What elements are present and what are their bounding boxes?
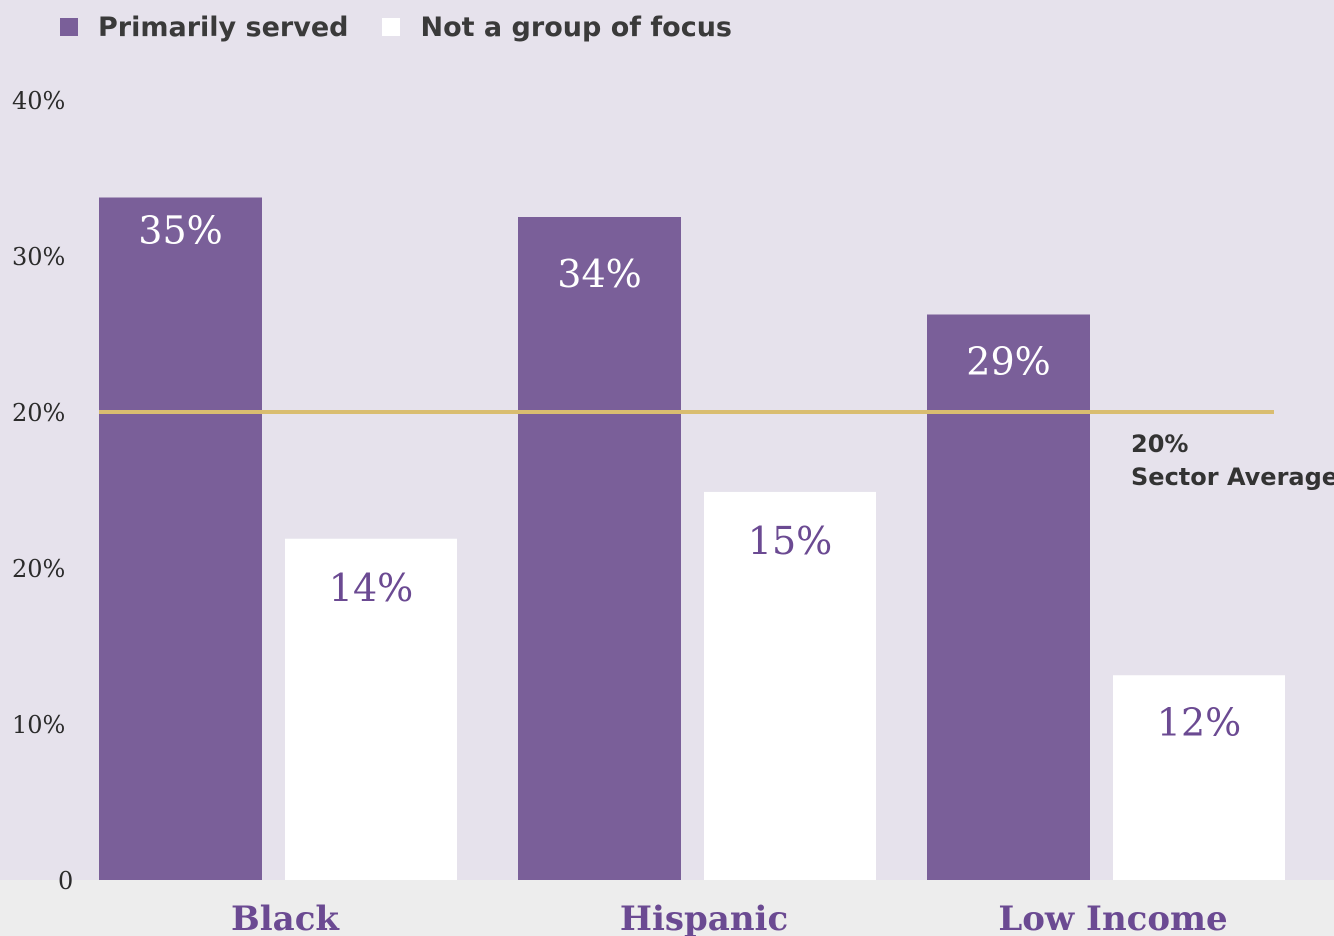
y-tick-label: 0 — [58, 867, 73, 895]
x-axis-band — [0, 880, 1334, 936]
bar-secondary-black — [285, 538, 457, 880]
sector-average-label: Sector Average — [1131, 463, 1334, 491]
bar-primary-black — [99, 197, 262, 880]
bar-label-primary: 35% — [138, 209, 222, 253]
bar-label-secondary: 12% — [1157, 700, 1241, 744]
category-label: Hispanic — [620, 899, 788, 936]
bar-primary-low-income — [927, 314, 1090, 880]
y-tick-label: 20% — [12, 555, 65, 583]
category-label: Black — [231, 899, 340, 936]
legend-item-not-a-group-of-focus: Not a group of focus — [382, 12, 732, 43]
legend-swatch-secondary — [382, 18, 401, 36]
bar-primary-hispanic — [518, 217, 681, 880]
legend-item-primarily-served: Primarily served — [60, 12, 348, 43]
bar-label-primary: 34% — [557, 252, 641, 296]
y-tick-label: 40% — [12, 87, 65, 115]
y-tick-label: 30% — [12, 243, 65, 271]
legend-swatch-primary — [60, 18, 78, 36]
sector-average-value: 20% — [1131, 430, 1188, 458]
legend: Primarily served Not a group of focus — [60, 8, 766, 46]
bar-label-secondary: 14% — [329, 566, 413, 610]
category-label: Low Income — [998, 899, 1227, 936]
legend-label-primary: Primarily served — [98, 11, 349, 43]
y-tick-label: 20% — [12, 399, 65, 427]
legend-label-secondary: Not a group of focus — [420, 11, 732, 43]
bar-secondary-hispanic — [704, 491, 876, 880]
bar-label-secondary: 15% — [748, 519, 832, 563]
bar-label-primary: 29% — [966, 340, 1050, 384]
bar-secondary-low-income — [1113, 675, 1285, 880]
y-tick-label: 10% — [12, 711, 65, 739]
